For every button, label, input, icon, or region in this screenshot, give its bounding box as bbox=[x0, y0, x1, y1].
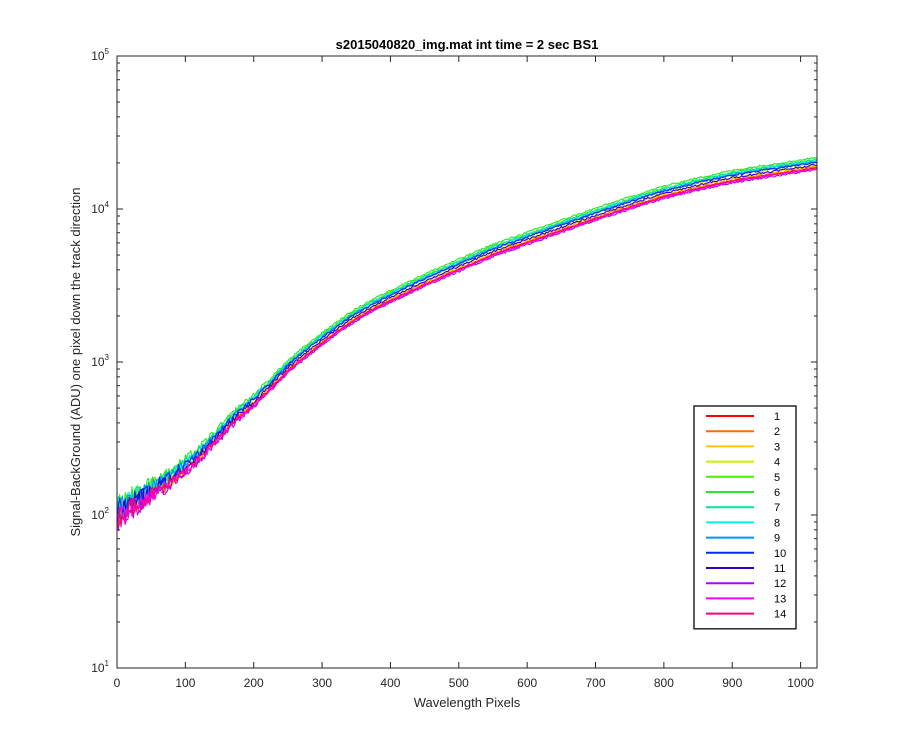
y-tick-exponent: 2 bbox=[105, 506, 110, 515]
y-tick-label: 102 bbox=[91, 506, 109, 522]
legend-label: 5 bbox=[774, 472, 780, 484]
legend-label: 9 bbox=[774, 533, 780, 545]
legend-box bbox=[693, 405, 797, 630]
y-tick-label: 105 bbox=[91, 47, 109, 63]
y-tick-base: 10 bbox=[91, 355, 105, 369]
x-tick-label: 800 bbox=[654, 676, 674, 690]
legend-label: 2 bbox=[774, 426, 780, 438]
legend-label: 4 bbox=[774, 457, 780, 469]
legend-label: 1 bbox=[774, 411, 780, 423]
series-line-14 bbox=[116, 167, 818, 530]
y-tick-base: 10 bbox=[91, 49, 105, 63]
y-tick-base: 10 bbox=[91, 202, 105, 216]
y-tick-exponent: 1 bbox=[105, 659, 110, 668]
x-tick-label: 700 bbox=[586, 676, 606, 690]
y-tick-exponent: 3 bbox=[105, 353, 110, 362]
legend-label: 13 bbox=[774, 593, 786, 605]
legend-label: 11 bbox=[774, 563, 785, 575]
chart-title: s2015040820_img.mat int time = 2 sec BS1 bbox=[336, 37, 599, 52]
series-line-10 bbox=[116, 161, 818, 524]
y-tick-label: 101 bbox=[91, 659, 109, 675]
x-tick-label: 100 bbox=[175, 676, 195, 690]
axes-frame bbox=[116, 55, 818, 669]
x-tick-label: 400 bbox=[380, 676, 400, 690]
y-axis-label: Signal-BackGround (ADU) one pixel down t… bbox=[68, 187, 83, 536]
series-line-11 bbox=[116, 164, 818, 524]
x-tick-label: 200 bbox=[244, 676, 264, 690]
y-tick-exponent: 4 bbox=[105, 200, 110, 209]
x-tick-label: 0 bbox=[114, 676, 121, 690]
x-tick-label: 500 bbox=[449, 676, 469, 690]
x-axis-label: Wavelength Pixels bbox=[414, 695, 521, 710]
legend-label: 14 bbox=[774, 609, 786, 621]
legend-label: 12 bbox=[774, 578, 786, 590]
y-tick-base: 10 bbox=[91, 508, 105, 522]
y-tick-base: 10 bbox=[91, 661, 105, 675]
x-tick-label: 300 bbox=[312, 676, 332, 690]
series-lines bbox=[116, 156, 818, 532]
series-line-12 bbox=[116, 168, 818, 532]
y-tick-label: 103 bbox=[91, 353, 109, 369]
legend-label: 8 bbox=[774, 517, 780, 529]
legend-label: 6 bbox=[774, 487, 780, 499]
y-tick-exponent: 5 bbox=[105, 47, 110, 56]
legend-label: 7 bbox=[774, 502, 780, 514]
y-tick-label: 104 bbox=[91, 200, 109, 216]
x-tick-label: 900 bbox=[722, 676, 742, 690]
series-line-6 bbox=[116, 156, 818, 520]
axes-box bbox=[116, 55, 818, 669]
x-tick-label: 1000 bbox=[787, 676, 814, 690]
x-tick-label: 600 bbox=[517, 676, 537, 690]
legend-label: 3 bbox=[774, 441, 780, 453]
legend-label: 10 bbox=[774, 548, 786, 560]
